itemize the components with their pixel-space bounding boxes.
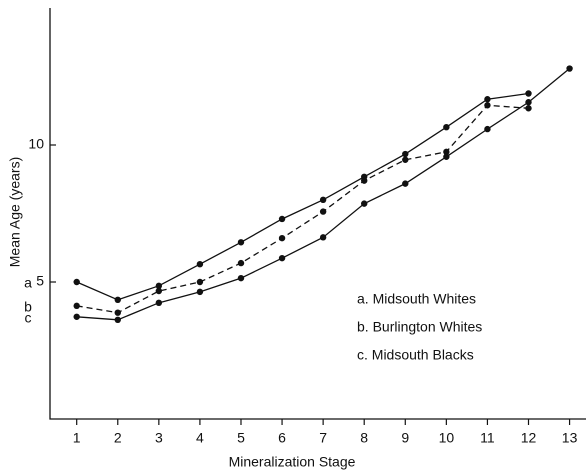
x-tick-label: 12 [521,430,537,446]
x-tick-label: 13 [562,430,578,446]
data-point [73,313,80,320]
data-point [566,65,573,72]
data-point [525,90,532,97]
x-tick-label: 10 [439,430,455,446]
data-point [443,153,450,160]
data-point [319,196,327,203]
data-point [114,316,121,324]
data-point [443,148,450,156]
x-tick-label: 2 [114,430,122,446]
data-point [237,239,245,246]
data-point [155,299,163,307]
series-line [76,104,529,314]
series-tag: a [24,275,32,291]
data-point [361,200,368,207]
data-point [278,234,286,242]
series-tag: c [25,310,32,326]
data-point [402,180,409,187]
data-point [73,278,80,286]
data-point [196,260,204,268]
axes [49,8,586,420]
data-point [484,102,491,109]
data-point [155,287,163,295]
x-tick-label: 4 [196,430,204,446]
legend-label: b. Burlington Whites [357,319,482,335]
data-point [484,96,491,103]
data-point [196,278,204,286]
y-axis-label: Mean Age (years) [7,157,23,268]
data-point [319,234,327,241]
x-tick-label: 11 [480,430,495,446]
x-tick-label: 6 [278,430,286,446]
data-point [443,123,450,131]
data-point [402,156,409,163]
x-tick-label: 9 [401,430,409,446]
series-line [76,92,529,301]
y-tick-label: 10 [28,136,44,152]
legend-label: c. Midsouth Blacks [357,347,474,363]
data-point [237,259,245,267]
data-point [73,302,80,310]
data-point [319,208,327,215]
data-point [278,215,286,223]
data-point [361,177,368,184]
y-tick-label: 5 [36,273,44,289]
data-point [114,296,121,304]
data-point [525,99,532,106]
legend-label: a. Midsouth Whites [357,291,476,307]
x-tick-label: 5 [237,430,245,446]
x-axis-label: Mineralization Stage [229,454,356,470]
data-point [155,282,163,290]
x-tick-label: 8 [360,430,368,446]
x-tick-label: 3 [155,430,163,446]
x-tick-label: 1 [73,430,81,446]
data-point [196,288,204,296]
data-point [114,309,121,316]
data-point [237,274,245,282]
series-tag: b [24,299,32,315]
x-tick-label: 7 [319,430,327,446]
data-point [402,150,409,158]
data-point [278,254,286,262]
data-point [484,125,491,133]
data-point [525,105,532,112]
